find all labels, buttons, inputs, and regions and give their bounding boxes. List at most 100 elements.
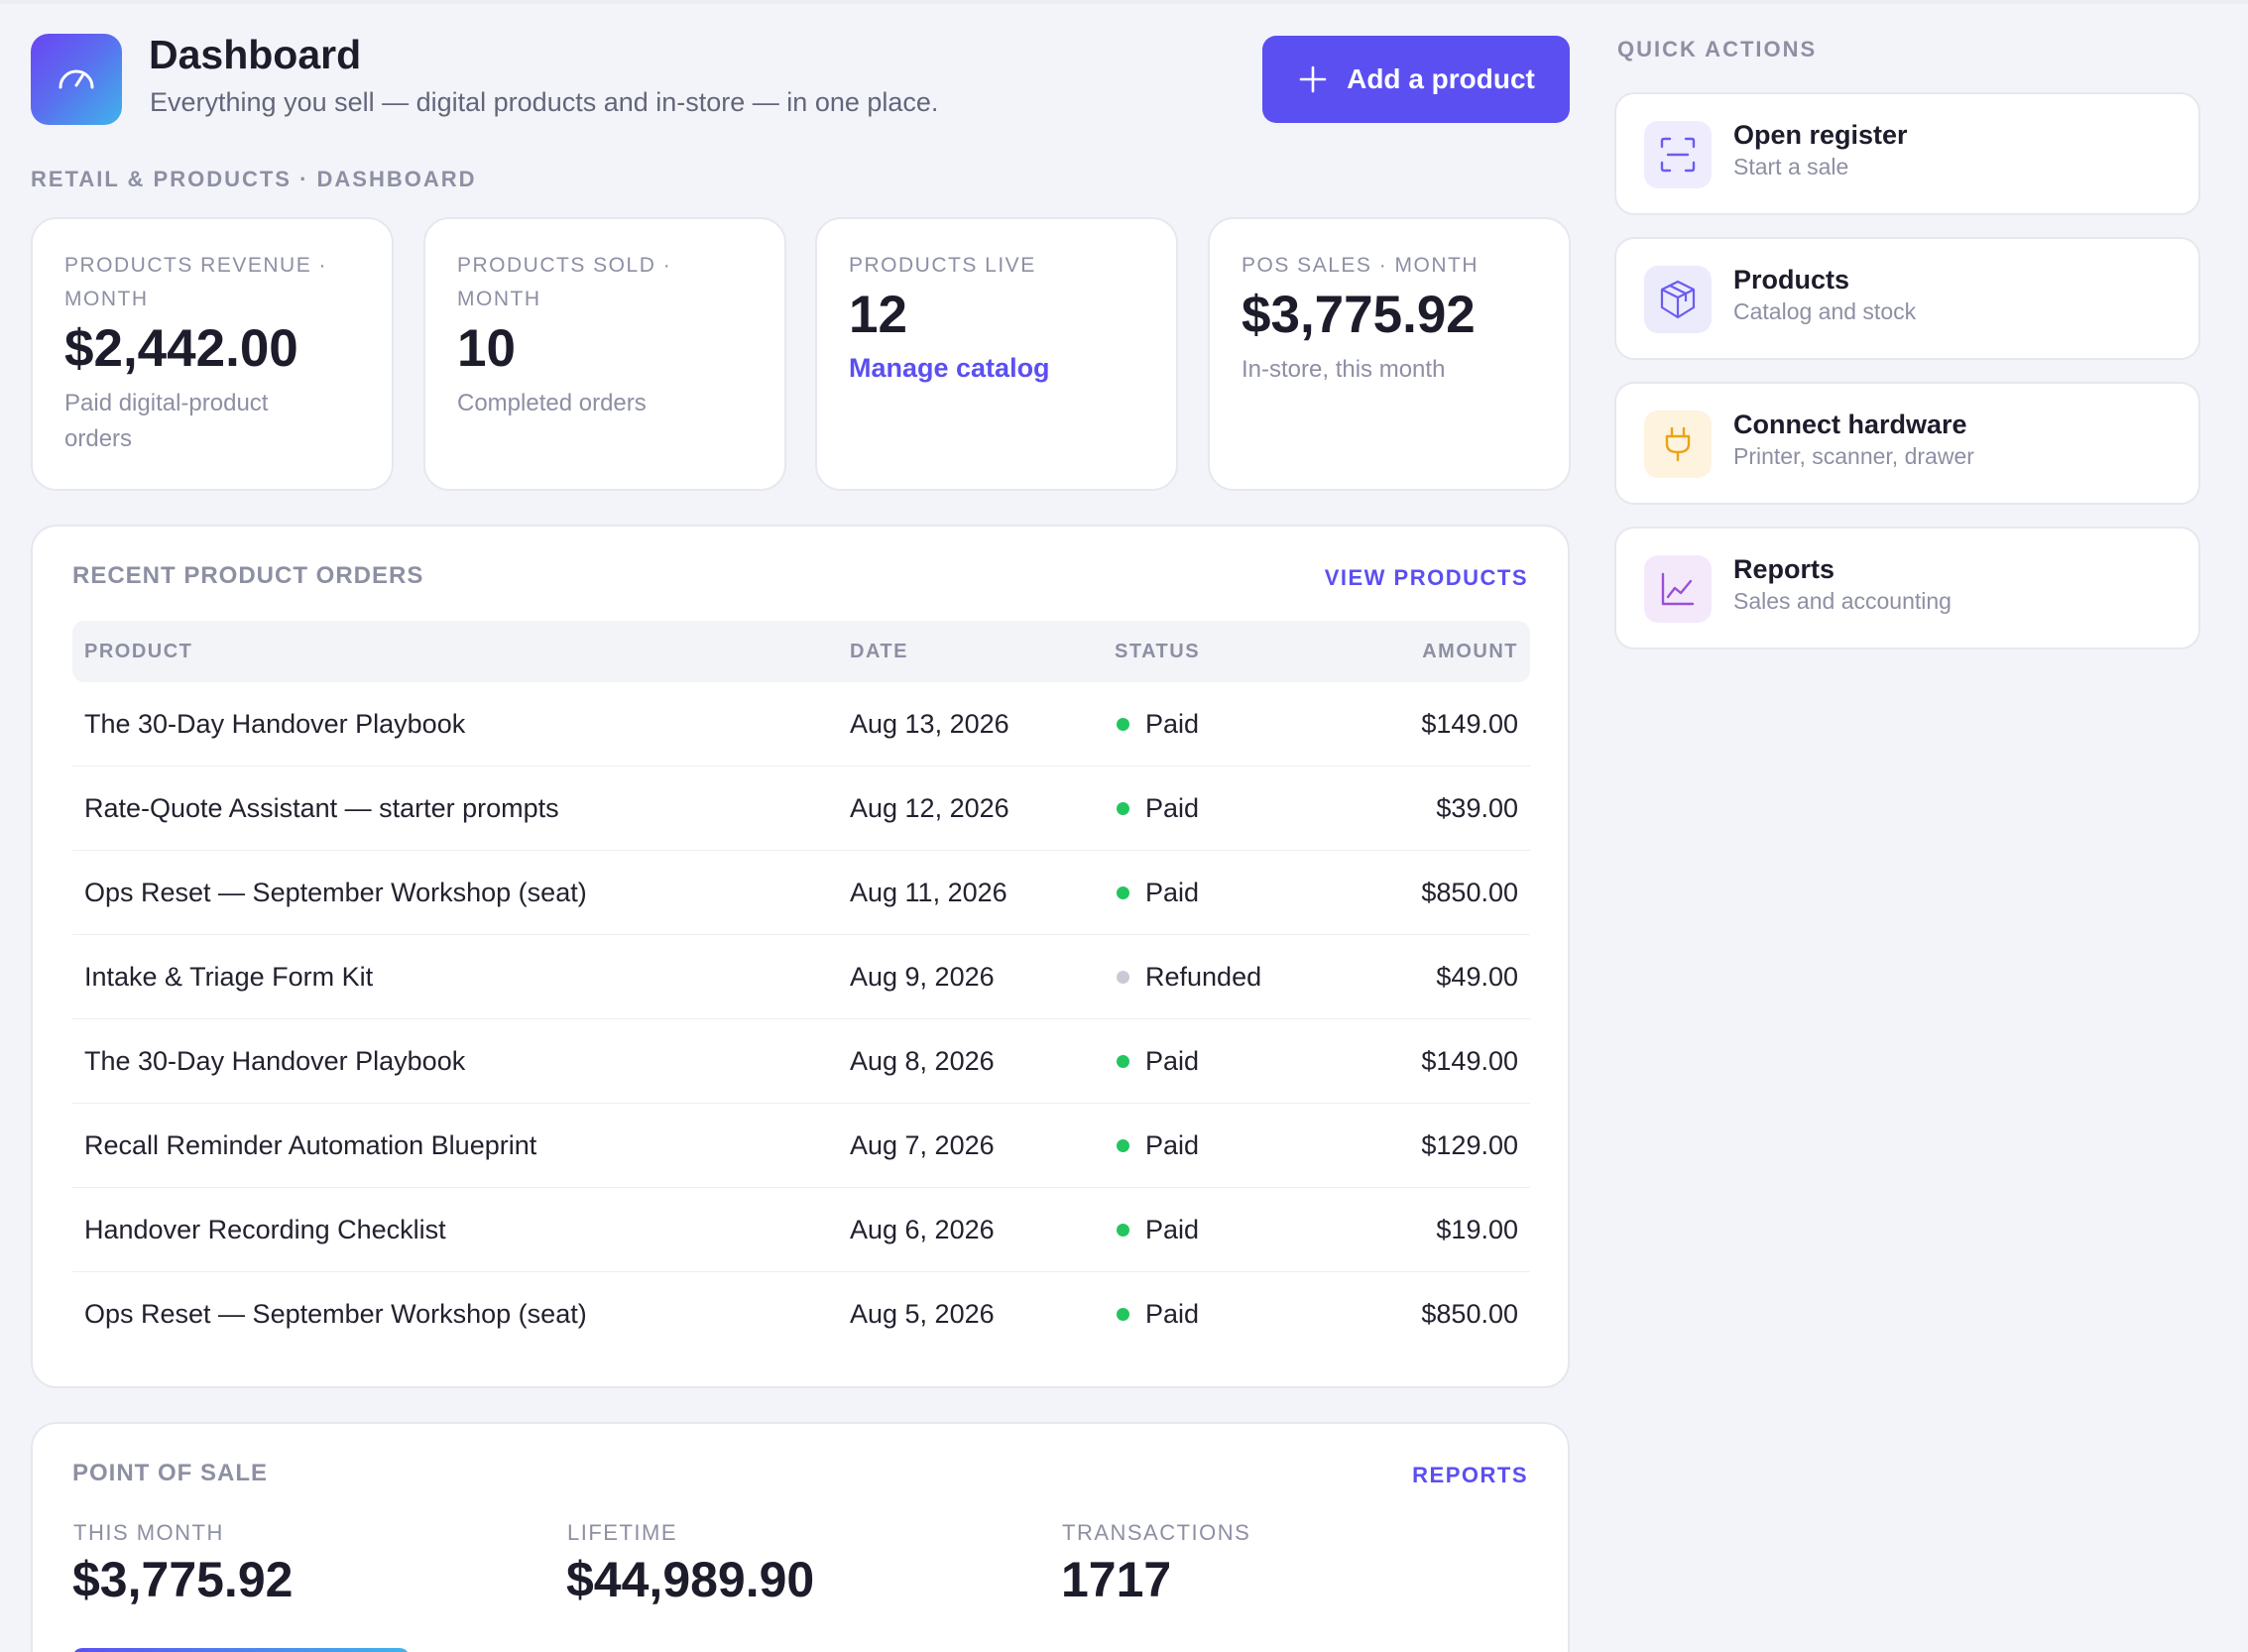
- status-label: Paid: [1145, 1215, 1200, 1244]
- reports-link[interactable]: REPORTS: [1412, 1463, 1528, 1487]
- order-amount: $149.00: [1421, 1046, 1518, 1076]
- table-row[interactable]: Handover Recording Checklist Aug 6, 2026 P…: [72, 1188, 1530, 1272]
- status-dot: [1117, 801, 1129, 815]
- order-date: Aug 7, 2026: [850, 1130, 995, 1160]
- box-icon: [1644, 266, 1712, 333]
- quick-action-reports[interactable]: Reports Sales and accounting: [1614, 527, 2200, 649]
- quick-actions-heading: QUICK ACTIONS: [1617, 37, 1818, 61]
- column-header-date[interactable]: DATE: [850, 641, 908, 662]
- quick-action-title: Connect hardware: [1733, 410, 1967, 439]
- order-product: Handover Recording Checklist: [84, 1215, 446, 1244]
- section-title: POINT OF SALE: [72, 1460, 269, 1486]
- order-date: Aug 12, 2026: [850, 793, 1009, 823]
- stat-card-products-revenue: PRODUCTS REVENUE · MONTH $2,442.00 Paid …: [31, 217, 394, 491]
- quick-action-connect-hardware[interactable]: Connect hardware Printer, scanner, drawe…: [1614, 382, 2200, 505]
- table-row[interactable]: Intake & Triage Form Kit Aug 9, 2026 Refun…: [72, 935, 1530, 1019]
- plug-icon: [1644, 411, 1712, 478]
- order-amount: $149.00: [1421, 709, 1518, 739]
- order-date: Aug 11, 2026: [850, 878, 1007, 907]
- quick-action-title: Reports: [1733, 554, 1835, 584]
- table-row[interactable]: The 30-Day Handover Playbook Aug 8, 2026 P…: [72, 1019, 1530, 1104]
- order-status: Paid: [1115, 851, 1199, 934]
- table-header: PRODUCT DATE STATUS AMOUNT: [72, 621, 1530, 682]
- point-of-sale-panel: POINT OF SALE REPORTS THIS MONTH $3,775.…: [31, 1422, 1570, 1652]
- top-edge: [0, 0, 2248, 4]
- stat-card-products-live: PRODUCTS LIVE 12 Manage catalog: [815, 217, 1178, 491]
- order-product: Rate-Quote Assistant — starter prompts: [84, 793, 559, 823]
- pos-metric-value: $44,989.90: [566, 1552, 815, 1607]
- status-dot: [1117, 970, 1129, 984]
- stat-label: PRODUCTS LIVE: [849, 254, 1036, 277]
- status-dot: [1117, 1223, 1129, 1237]
- quick-action-title: Products: [1733, 265, 1850, 295]
- table-body: The 30-Day Handover Playbook Aug 13, 2026…: [72, 682, 1530, 1357]
- order-product: Ops Reset — September Workshop (seat): [84, 1299, 587, 1329]
- column-header-product[interactable]: PRODUCT: [84, 641, 193, 662]
- order-date: Aug 13, 2026: [850, 709, 1009, 739]
- table-row[interactable]: Ops Reset — September Workshop (seat) Aug…: [72, 851, 1530, 935]
- order-amount: $850.00: [1421, 1299, 1518, 1329]
- stat-note: Paid digital-product orders: [64, 390, 269, 452]
- order-product: The 30-Day Handover Playbook: [84, 1046, 466, 1076]
- quick-action-open-register[interactable]: Open register Start a sale: [1614, 92, 2200, 215]
- stat-label: PRODUCTS REVENUE · MONTH: [64, 254, 328, 310]
- recent-orders-panel: RECENT PRODUCT ORDERS VIEW PRODUCTS PROD…: [31, 525, 1570, 1388]
- add-product-label: Add a product: [1347, 63, 1535, 94]
- order-date: Aug 5, 2026: [850, 1299, 995, 1329]
- stat-label: PRODUCTS SOLD · MONTH: [457, 254, 672, 310]
- section-title: RECENT PRODUCT ORDERS: [72, 562, 424, 589]
- order-status: Paid: [1115, 1104, 1199, 1187]
- order-product: Ops Reset — September Workshop (seat): [84, 878, 587, 907]
- order-amount: $19.00: [1436, 1215, 1518, 1244]
- order-status: Paid: [1115, 1019, 1199, 1103]
- view-products-link[interactable]: VIEW PRODUCTS: [1324, 565, 1528, 590]
- stat-note: In-store, this month: [1242, 356, 1446, 383]
- order-status: Paid: [1115, 682, 1199, 766]
- order-amount: $49.00: [1436, 962, 1518, 992]
- status-dot: [1117, 717, 1129, 731]
- stat-value: 12: [849, 286, 907, 344]
- stat-card-pos-sales: POS SALES · MONTH $3,775.92 In-store, th…: [1208, 217, 1571, 491]
- status-dot: [1117, 1138, 1129, 1152]
- status-dot: [1117, 885, 1129, 899]
- chart-line-icon: [1644, 555, 1712, 623]
- order-product: Recall Reminder Automation Blueprint: [84, 1130, 537, 1160]
- order-date: Aug 8, 2026: [850, 1046, 995, 1076]
- open-register-button[interactable]: [72, 1648, 410, 1652]
- table-row[interactable]: Ops Reset — September Workshop (seat) Aug…: [72, 1272, 1530, 1357]
- app-logo: [31, 34, 122, 125]
- quick-action-title: Open register: [1733, 120, 1908, 150]
- column-header-amount[interactable]: AMOUNT: [1422, 641, 1518, 662]
- status-label: Paid: [1145, 1130, 1200, 1160]
- quick-action-subtitle: Catalog and stock: [1733, 298, 1917, 324]
- order-status: Paid: [1115, 767, 1199, 850]
- stat-value: 10: [457, 319, 516, 378]
- column-header-status[interactable]: STATUS: [1115, 641, 1201, 662]
- order-status: Paid: [1115, 1188, 1199, 1271]
- order-product: The 30-Day Handover Playbook: [84, 709, 466, 739]
- pos-metric-label: THIS MONTH: [73, 1520, 224, 1545]
- quick-action-subtitle: Sales and accounting: [1733, 588, 1952, 614]
- breadcrumb: RETAIL & PRODUCTS · DASHBOARD: [31, 167, 477, 191]
- table-row[interactable]: Rate-Quote Assistant — starter prompts Au…: [72, 767, 1530, 851]
- status-label: Paid: [1145, 1299, 1200, 1329]
- order-status: Paid: [1115, 1272, 1199, 1356]
- stat-value: $2,442.00: [64, 319, 298, 378]
- stat-note: Completed orders: [457, 390, 647, 416]
- order-amount: $850.00: [1421, 878, 1518, 907]
- status-dot: [1117, 1054, 1129, 1068]
- table-row[interactable]: The 30-Day Handover Playbook Aug 13, 2026…: [72, 682, 1530, 767]
- quick-action-subtitle: Printer, scanner, drawer: [1733, 443, 1974, 469]
- manage-catalog-link[interactable]: Manage catalog: [849, 353, 1050, 383]
- quick-action-products[interactable]: Products Catalog and stock: [1614, 237, 2200, 360]
- order-product: Intake & Triage Form Kit: [84, 962, 374, 992]
- status-label: Refunded: [1145, 962, 1262, 992]
- status-label: Paid: [1145, 709, 1200, 739]
- plus-icon: [1299, 65, 1327, 93]
- pos-metric-value: $3,775.92: [72, 1552, 294, 1607]
- add-product-button[interactable]: Add a product: [1262, 36, 1570, 123]
- table-row[interactable]: Recall Reminder Automation Blueprint Aug …: [72, 1104, 1530, 1188]
- order-amount: $129.00: [1421, 1130, 1518, 1160]
- order-date: Aug 6, 2026: [850, 1215, 995, 1244]
- status-label: Paid: [1145, 793, 1200, 823]
